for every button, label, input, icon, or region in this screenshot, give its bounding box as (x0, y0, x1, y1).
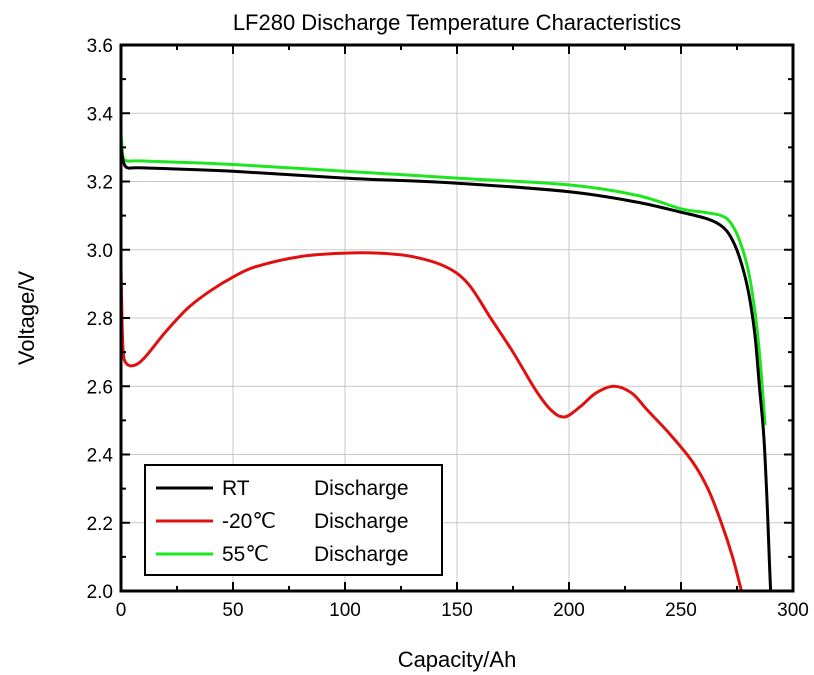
x-tick-label: 300 (777, 600, 809, 621)
y-tick-label: 3.2 (87, 173, 113, 194)
y-tick-label: 3.6 (87, 36, 113, 57)
y-tick-label: 2.6 (87, 377, 113, 398)
y-tick-label: 2.4 (87, 446, 114, 467)
legend-series-label: Discharge (314, 543, 409, 566)
x-tick-label: 50 (222, 600, 243, 621)
y-tick-label: 3.0 (87, 241, 113, 262)
x-tick-label: 150 (441, 600, 473, 621)
series-line-20 (119, 251, 743, 593)
y-axis-label: Voltage/V (14, 271, 39, 366)
legend-series-name: RT (222, 477, 250, 500)
legend-series-name: 55℃ (222, 543, 269, 566)
x-tick-label: 200 (553, 600, 585, 621)
x-tick-label: 250 (665, 600, 697, 621)
x-tick-label: 0 (116, 600, 127, 621)
y-tick-label: 3.4 (87, 104, 114, 125)
chart-title: LF280 Discharge Temperature Characterist… (233, 10, 681, 35)
axis-ticks: 0 50 100 150 200 250 300 2.0 2.2 2.4 2.6 2.8 3.0 3.2 3… (87, 36, 809, 621)
x-axis-label: Capacity/Ah (398, 647, 517, 672)
legend: RT Discharge -20℃ Discharge 55℃ Discharge (144, 464, 443, 576)
series-line-rt (119, 145, 773, 593)
legend-series-name: -20℃ (222, 510, 276, 533)
series-lines (119, 132, 773, 593)
y-tick-label: 2.8 (87, 309, 113, 330)
series-line-55 (119, 132, 767, 426)
y-tick-label: 2.0 (87, 582, 113, 603)
legend-series-label: Discharge (314, 477, 409, 500)
x-tick-label: 100 (329, 600, 361, 621)
y-tick-label: 2.2 (87, 514, 113, 535)
legend-series-label: Discharge (314, 510, 409, 533)
